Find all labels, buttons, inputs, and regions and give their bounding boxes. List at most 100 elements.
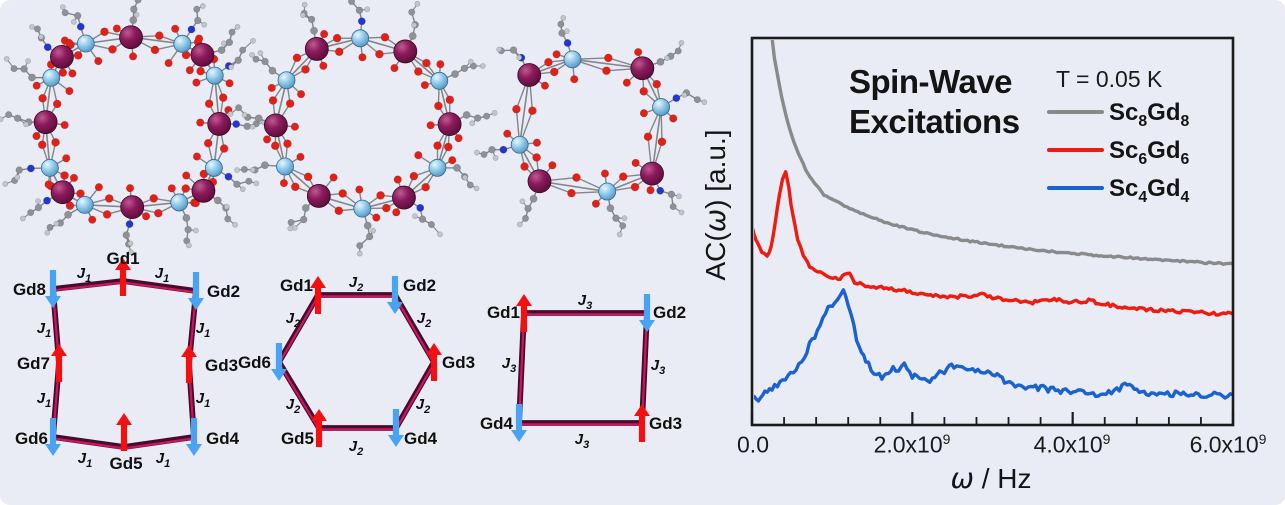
- coupling-label: J2: [417, 310, 431, 330]
- gd-atom: [392, 185, 416, 210]
- spin-arrow-up-icon: [115, 258, 131, 296]
- molecule-structures: [0, 0, 708, 257]
- coupling-label: J1: [156, 450, 170, 470]
- coupling-label: J1: [155, 265, 169, 285]
- coupling-bond: [50, 434, 127, 450]
- gd-atom: [304, 37, 329, 61]
- gd-atom: [263, 113, 288, 138]
- gd-atom: [517, 63, 542, 87]
- sc-atom: [353, 199, 372, 218]
- sc-atom: [652, 98, 670, 116]
- sc-atom: [351, 29, 370, 48]
- molecule-sc4gd4-wheel: [474, 14, 708, 238]
- spin-arrow-up-icon: [311, 409, 327, 447]
- sc-atom: [75, 195, 94, 214]
- coupling-label: J3: [502, 355, 516, 375]
- node-label: Gd3: [442, 353, 475, 372]
- node-label: Gd2: [653, 303, 686, 322]
- coupling-bond-highlight: [122, 437, 196, 450]
- spin-ring-gd6: J2 J2 J2 J2 J2 J2 Gd1 Gd2 Gd3 Gd4 Gd5 Gd6: [238, 274, 475, 458]
- molecule-sc6gd6-wheel: [227, 0, 498, 257]
- coupling-label: J2: [349, 274, 363, 294]
- coupling-bond-highlight: [51, 437, 126, 450]
- node-label: Gd4: [404, 429, 438, 448]
- coupling-label: J2: [286, 396, 300, 416]
- spin-arrow-down-icon: [271, 343, 287, 381]
- coupling-label: J3: [651, 357, 665, 377]
- spin-ring-gd8: J1 J1 J1 J1 J1 J1 J1 J1 Gd1 Gd2 Gd3 Gd4 Gd5 Gd6 Gd7 Gd8: [13, 249, 240, 473]
- gd-atom: [527, 169, 552, 194]
- curve-sc6gd6: [754, 170, 1232, 317]
- gd-atom: [50, 180, 75, 205]
- spin-arrow-down-icon: [388, 409, 404, 447]
- coupling-bond-highlight: [394, 362, 436, 431]
- gd-atom: [50, 44, 74, 69]
- gd-atom: [120, 195, 145, 220]
- plot-frame: [750, 36, 1235, 427]
- coupling-label: J1: [196, 320, 210, 340]
- gd-atom: [640, 161, 664, 186]
- sc-atom: [277, 71, 296, 90]
- node-label: Gd5: [281, 429, 314, 448]
- coupling-label: J3: [578, 292, 592, 312]
- coupling-label: J1: [37, 320, 51, 340]
- coupling-label: J1: [37, 390, 51, 410]
- spin-topology-diagrams: J1 J1 J1 J1 J1 J1 J1 J1 Gd1 Gd2 Gd3 Gd4 Gd5 Gd6 Gd7 Gd8…: [13, 249, 686, 473]
- molecule-sc8gd8-wheel: [0, 0, 268, 256]
- spectrum-chart: [750, 36, 1235, 427]
- node-label: Gd4: [480, 414, 514, 433]
- sc-atom: [430, 71, 449, 90]
- node-label: Gd6: [238, 353, 271, 372]
- coupling-bond-highlight: [393, 295, 436, 365]
- gd-atom: [119, 25, 143, 50]
- coupling-label: J1: [196, 390, 210, 410]
- node-label: Gd7: [17, 354, 50, 373]
- coupling-bond-highlight: [277, 295, 320, 365]
- node-label: Gd3: [205, 356, 238, 375]
- sc-atom: [173, 34, 192, 53]
- spin-arrow-down-icon: [186, 418, 202, 456]
- curve-sc8gd8: [770, 40, 1232, 266]
- gd-atom: [190, 42, 215, 67]
- sc-atom: [170, 193, 189, 212]
- node-label: Gd1: [280, 276, 313, 295]
- spin-arrow-up-icon: [51, 344, 67, 382]
- spin-arrow-down-icon: [387, 276, 403, 314]
- x-axis-ticks: [750, 412, 1235, 424]
- spin-arrow-up-icon: [116, 413, 132, 451]
- gd-atom: [393, 39, 418, 64]
- coupling-label: J1: [78, 450, 92, 470]
- spin-arrow-down-icon: [639, 294, 655, 332]
- curve-sc4gd4: [754, 288, 1232, 403]
- coupling-bond-highlight: [277, 362, 321, 431]
- sc-atom: [510, 135, 529, 154]
- sc-atom: [76, 34, 95, 53]
- node-label: Gd1: [106, 249, 139, 268]
- node-label: Gd4: [206, 429, 240, 448]
- coupling-label: J2: [286, 310, 300, 330]
- sc-atom: [563, 50, 582, 69]
- node-label: Gd2: [403, 276, 436, 295]
- coupling-label: J2: [349, 438, 363, 458]
- spin-arrow-down-icon: [511, 404, 527, 442]
- sc-atom: [276, 157, 294, 176]
- gd-atom: [306, 184, 331, 208]
- spin-arrow-down-icon: [45, 270, 61, 308]
- sc-atom: [598, 182, 617, 201]
- spin-arrow-up-icon: [310, 276, 326, 314]
- node-label: Gd3: [649, 414, 682, 433]
- spin-arrow-up-icon: [181, 345, 197, 383]
- gd-atom: [207, 112, 232, 136]
- spin-arrow-down-icon: [45, 418, 61, 456]
- spin-arrow-up-icon: [516, 294, 532, 332]
- node-label: Gd5: [109, 454, 142, 473]
- node-label: Gd2: [207, 282, 240, 301]
- node-label: Gd6: [15, 429, 48, 448]
- spin-ring-gd4: J3 J3 J3 J3 Gd1 Gd2 Gd3 Gd4: [480, 292, 686, 451]
- gd-atom: [33, 110, 58, 135]
- coupling-label: J2: [416, 396, 430, 416]
- coupling-bond: [120, 278, 199, 294]
- coupling-label: J3: [575, 431, 589, 451]
- coupling-bond: [121, 434, 197, 450]
